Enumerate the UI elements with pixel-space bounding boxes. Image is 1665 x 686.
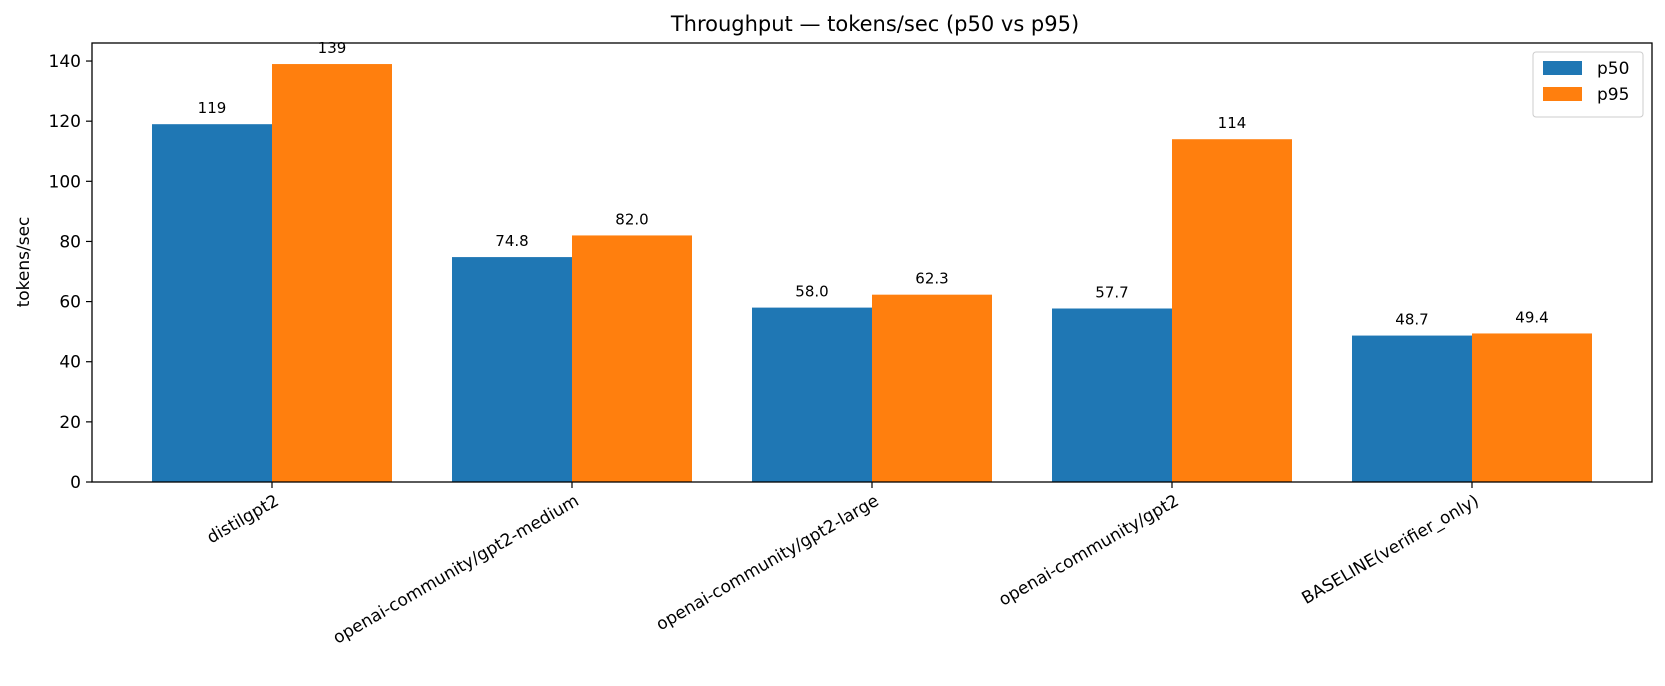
bar-value-label: 48.7 <box>1395 311 1428 329</box>
chart-title: Throughput — tokens/sec (p50 vs p95) <box>670 12 1079 36</box>
x-tick-label: distilgpt2 <box>204 491 283 548</box>
y-tick-label: 100 <box>49 172 81 192</box>
legend-swatch-p50 <box>1543 61 1582 75</box>
x-tick-label: openai-community/gpt2-large <box>653 491 883 635</box>
bar-p50 <box>1352 335 1472 482</box>
bar-value-label: 139 <box>318 39 347 57</box>
legend-label-p50: p50 <box>1597 59 1629 79</box>
bar-value-label: 74.8 <box>495 232 528 250</box>
bar-value-label: 49.4 <box>1515 308 1548 326</box>
y-tick-label: 0 <box>70 473 81 493</box>
y-tick-label: 20 <box>59 413 81 433</box>
bar-value-label: 119 <box>198 99 227 117</box>
x-tick-label: BASELINE(verifier_only) <box>1299 491 1483 609</box>
bar-p95 <box>272 64 392 482</box>
y-tick-label: 60 <box>59 293 81 313</box>
x-tick-label: openai-community/gpt2 <box>996 491 1183 611</box>
bar-value-label: 57.7 <box>1095 284 1128 302</box>
bar-value-label: 82.0 <box>615 210 648 228</box>
bar-value-label: 114 <box>1218 114 1247 132</box>
y-tick-label: 80 <box>59 232 81 252</box>
bar-p50 <box>152 124 272 482</box>
x-tick-label: openai-community/gpt2-medium <box>330 491 583 649</box>
bar-p95 <box>1172 139 1292 482</box>
legend-swatch-p95 <box>1543 87 1582 101</box>
plot-area: 119 74.8 58.0 57.7 48.7 139 82.0 62.3 114 49.4 0 20… <box>49 39 1653 649</box>
y-axis-label: tokens/sec <box>14 217 34 308</box>
y-tick-label: 120 <box>49 112 81 132</box>
bar-value-label: 62.3 <box>915 270 948 288</box>
y-tick-label: 40 <box>59 353 81 373</box>
legend-label-p95: p95 <box>1597 85 1629 105</box>
bar-value-label: 58.0 <box>795 283 828 301</box>
bar-p95 <box>1472 333 1592 482</box>
bar-p95 <box>572 235 692 482</box>
bar-p95 <box>872 294 992 482</box>
bar-p50 <box>452 257 572 482</box>
y-tick-label: 140 <box>49 52 81 72</box>
bar-p50 <box>1052 308 1172 482</box>
bar-p50 <box>752 307 872 482</box>
